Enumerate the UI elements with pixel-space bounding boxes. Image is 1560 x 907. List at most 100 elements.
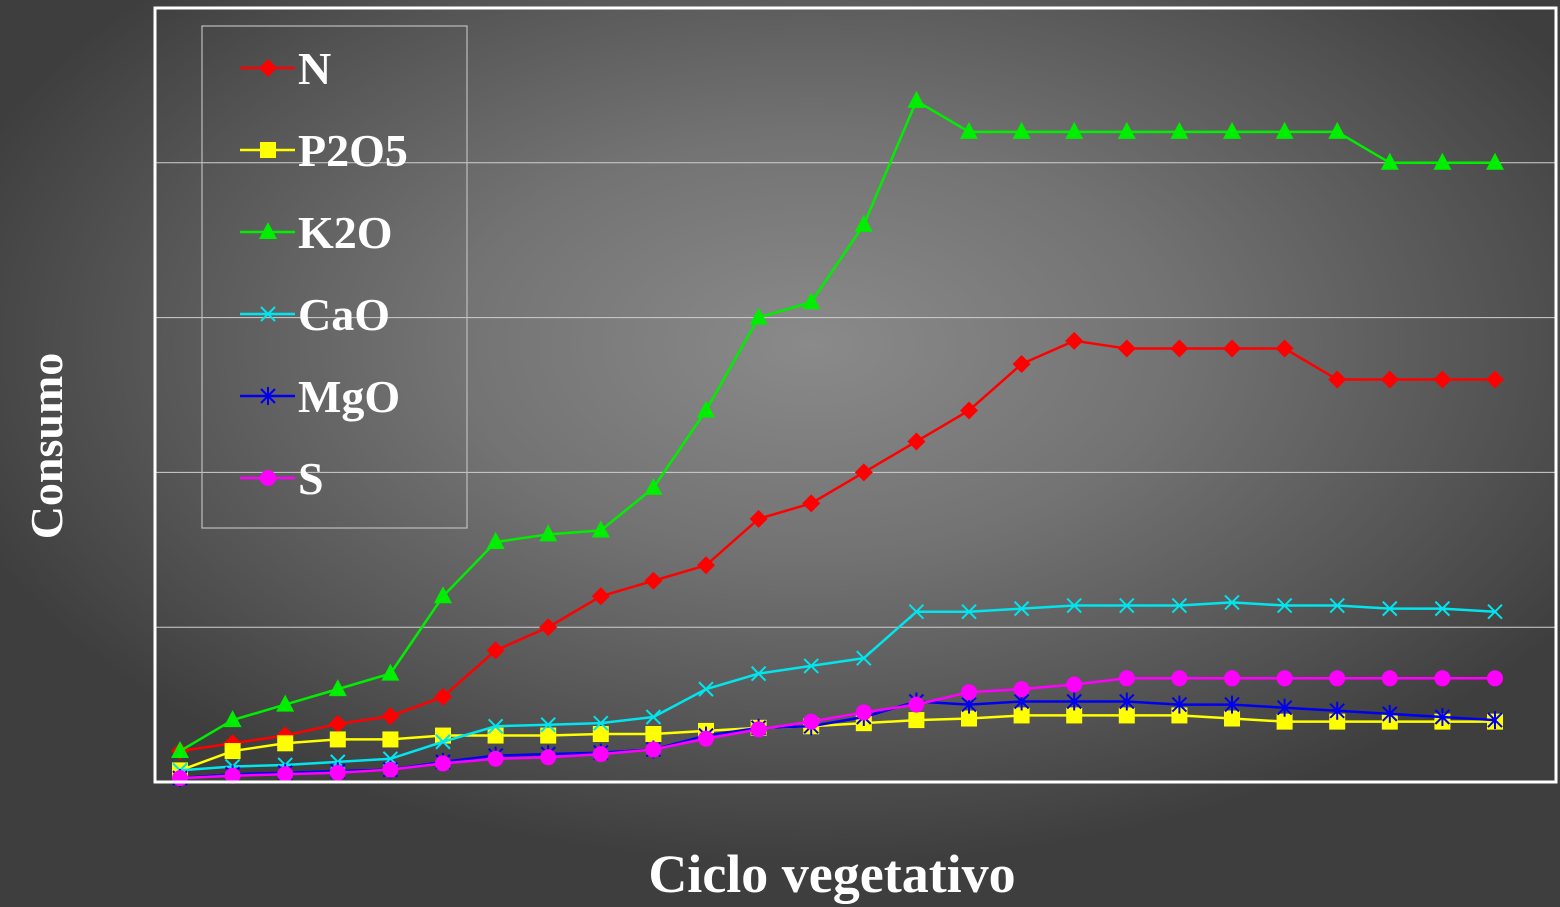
- data-point: [1224, 670, 1240, 687]
- data-point: [1434, 600, 1451, 617]
- legend-label: S: [298, 453, 324, 504]
- data-point: [961, 604, 977, 620]
- data-point: [908, 696, 925, 713]
- data-point: [1381, 670, 1398, 687]
- data-point: [329, 764, 346, 781]
- legend-item: P2O5: [240, 125, 408, 176]
- data-point: [1171, 695, 1188, 714]
- data-point: [224, 743, 241, 760]
- data-point: [224, 767, 241, 784]
- data-point: [487, 718, 504, 734]
- legend-item: N: [240, 43, 331, 94]
- legend-label: P2O5: [298, 125, 408, 176]
- data-point: [1171, 597, 1188, 614]
- data-point: [487, 750, 504, 767]
- data-point: [1433, 370, 1452, 389]
- data-point: [907, 90, 926, 108]
- data-point: [644, 477, 663, 495]
- y-axis-title: Consumo: [21, 353, 72, 540]
- series-s: [172, 670, 1503, 787]
- legend-label: CaO: [298, 289, 390, 340]
- data-point: [434, 586, 452, 604]
- series-line: [179, 677, 1495, 780]
- data-point: [591, 587, 610, 606]
- data-point: [697, 400, 715, 418]
- data-point: [802, 292, 821, 310]
- data-point: [1275, 121, 1294, 139]
- legend-box: [201, 25, 468, 529]
- data-point: [1224, 594, 1240, 611]
- series-line: [179, 99, 1495, 753]
- data-point: [487, 727, 504, 744]
- data-point: [960, 401, 978, 420]
- data-point: [1223, 339, 1241, 358]
- legend-item: K2O: [240, 207, 393, 258]
- data-point: [1013, 681, 1030, 698]
- data-point: [750, 721, 767, 738]
- data-point: [1065, 121, 1084, 139]
- data-point: [1118, 707, 1135, 724]
- data-point: [540, 727, 557, 744]
- data-point: [540, 749, 557, 766]
- data-point: [435, 734, 451, 750]
- data-point: [259, 222, 277, 239]
- data-point: [1329, 597, 1345, 614]
- data-point: [277, 735, 294, 752]
- data-point: [1066, 676, 1083, 693]
- data-point: [172, 770, 188, 787]
- data-point: [1380, 370, 1399, 389]
- data-point: [486, 641, 505, 660]
- data-point: [1329, 713, 1346, 730]
- data-point: [856, 650, 872, 666]
- data-point: [223, 710, 242, 728]
- data-point: [1382, 600, 1398, 617]
- data-point: [539, 618, 558, 637]
- data-point: [908, 712, 925, 729]
- series-layer: [171, 90, 1504, 788]
- data-point: [697, 556, 715, 575]
- data-point: [749, 307, 768, 325]
- data-point: [591, 520, 610, 538]
- data-point: [1065, 331, 1084, 350]
- data-point: [1487, 711, 1503, 730]
- data-point: [328, 714, 347, 733]
- legend-label: K2O: [298, 207, 393, 258]
- x-axis-title: Ciclo vegetativo: [648, 844, 1015, 904]
- data-point: [593, 715, 609, 731]
- data-point: [1013, 600, 1030, 617]
- data-point: [645, 726, 662, 743]
- series-line: [179, 714, 1495, 772]
- data-point: [1224, 710, 1240, 727]
- data-point: [329, 731, 346, 748]
- data-point: [961, 684, 977, 701]
- data-point: [1117, 339, 1136, 358]
- data-point: [381, 663, 400, 681]
- data-point: [802, 494, 821, 513]
- data-point: [260, 142, 276, 158]
- data-point: [1329, 701, 1345, 720]
- data-point: [645, 709, 662, 725]
- data-point: [486, 532, 505, 550]
- data-point: [540, 717, 556, 733]
- data-point: [750, 665, 767, 682]
- data-point: [1012, 121, 1031, 139]
- data-point: [260, 306, 276, 322]
- legend: N P2O5 K2O CaO MgO S: [201, 25, 468, 529]
- data-point: [1170, 339, 1189, 358]
- data-point: [644, 571, 663, 590]
- data-point: [698, 730, 714, 747]
- data-point: [1380, 152, 1399, 170]
- data-point: [1118, 670, 1135, 687]
- series-cao: [172, 594, 1503, 779]
- data-point: [260, 470, 276, 486]
- data-point: [1066, 597, 1082, 614]
- data-point: [1382, 704, 1398, 723]
- data-point: [907, 432, 926, 451]
- data-point: [382, 761, 399, 778]
- data-point: [171, 741, 189, 759]
- data-point: [1486, 152, 1504, 170]
- data-point: [1012, 355, 1031, 374]
- data-point: [276, 694, 295, 712]
- data-point: [1487, 604, 1503, 620]
